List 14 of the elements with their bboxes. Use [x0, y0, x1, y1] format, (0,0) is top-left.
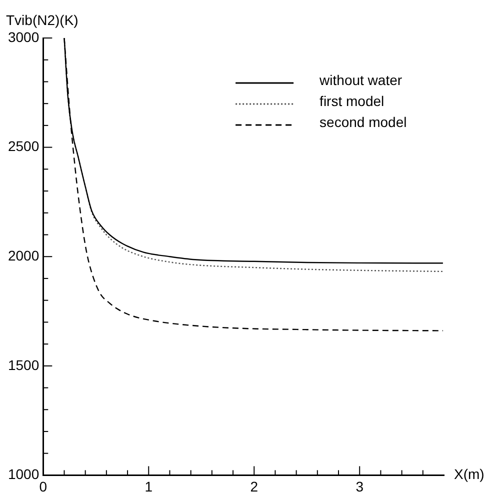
- x-tick-label: 0: [39, 478, 48, 494]
- legend-label: without water: [318, 72, 402, 88]
- y-tick-label: 2500: [8, 138, 40, 154]
- legend-label: second model: [320, 114, 407, 130]
- x-axis-title: X(m): [454, 466, 484, 482]
- x-tick-label: 1: [144, 478, 153, 494]
- x-tick-label: 2: [250, 478, 258, 494]
- y-tick-label: 2000: [8, 247, 40, 264]
- y-tick-label: 1500: [8, 356, 40, 373]
- x-tick-label: 3: [356, 478, 364, 494]
- y-tick-label: 1000: [8, 466, 40, 482]
- y-tick-label: 3000: [8, 28, 40, 45]
- y-axis-title: Tvib(N2)(K): [6, 12, 78, 28]
- legend-label: first model: [320, 92, 384, 109]
